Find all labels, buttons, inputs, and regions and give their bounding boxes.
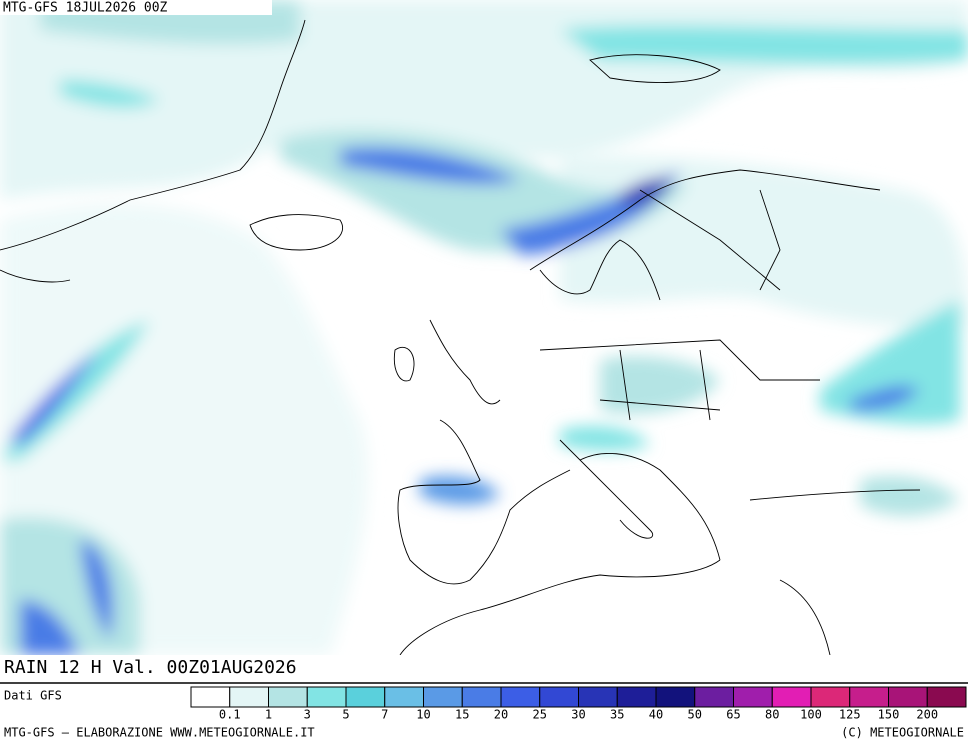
run-label: MTG-GFS 18JUL2026 00Z: [3, 1, 168, 16]
legend-swatch: [849, 686, 889, 708]
legend-swatch: [655, 686, 696, 708]
legend-label: 5: [342, 708, 349, 722]
legend-label: 35: [610, 708, 624, 722]
legend-label: 100: [800, 708, 822, 722]
coastlines: [0, 19, 921, 656]
legend-swatch: [733, 686, 773, 708]
legend-label: 65: [726, 708, 740, 722]
source-label: Dati GFS: [4, 689, 62, 703]
legend-swatch: [694, 686, 734, 708]
legend-label: 25: [533, 708, 547, 722]
legend-swatch: [268, 686, 308, 708]
legend-swatch: [578, 686, 618, 708]
legend-swatch: [345, 686, 386, 708]
legend-swatch: [229, 686, 269, 708]
legend-label: 0.1: [219, 708, 241, 722]
header-box: [0, 0, 272, 15]
footer-right: (C) METEOGIORNALE: [841, 726, 964, 740]
legend-label: 20: [494, 708, 508, 722]
legend-label: 3: [304, 708, 311, 722]
legend-label: 200: [916, 708, 938, 722]
legend-label: 7: [381, 708, 388, 722]
field-title: RAIN 12 H Val. 00Z01AUG2026: [4, 657, 297, 678]
legend-label: 80: [765, 708, 779, 722]
legend-swatch: [423, 686, 463, 708]
color-legend: 0.1 1 3 5 7 10 15 20 25 30 35 40 50 65 80 100 125 150 200: [190, 686, 967, 722]
legend-swatch: [888, 686, 928, 708]
legend-swatch: [810, 686, 851, 708]
legend-swatch: [771, 686, 812, 708]
legend-swatch: [461, 686, 502, 708]
legend-label: 10: [416, 708, 430, 722]
legend-label: 15: [455, 708, 469, 722]
legend-label: 1: [265, 708, 272, 722]
legend-swatch: [384, 686, 424, 708]
legend-label: 30: [571, 708, 585, 722]
legend-swatch: [190, 686, 231, 708]
legend-label: 40: [649, 708, 663, 722]
footer-left: MTG-GFS — ELABORAZIONE WWW.METEOGIORNALE…: [4, 726, 315, 740]
legend-swatch: [500, 686, 541, 708]
legend-label: 125: [839, 708, 861, 722]
legend-label: 50: [688, 708, 702, 722]
legend-swatch: [616, 686, 657, 708]
legend-swatch: [539, 686, 579, 708]
legend-swatch: [926, 686, 967, 708]
legend-swatch: [306, 686, 347, 708]
legend-label: 150: [878, 708, 900, 722]
